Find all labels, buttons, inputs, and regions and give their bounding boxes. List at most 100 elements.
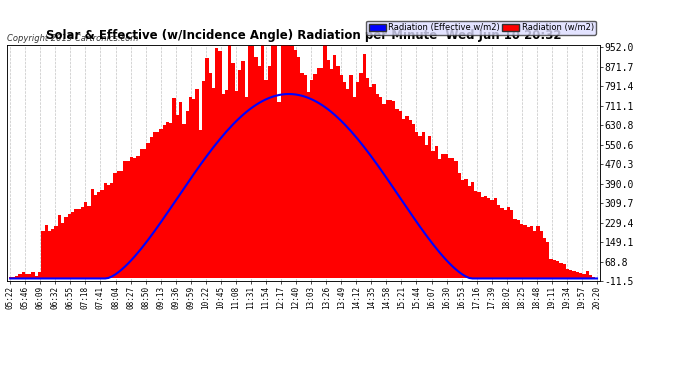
Bar <box>146 142 150 279</box>
Bar <box>137 156 139 279</box>
Bar <box>405 116 408 279</box>
Bar <box>212 88 215 279</box>
Bar <box>15 276 19 279</box>
Bar <box>84 202 87 279</box>
Bar <box>110 183 113 279</box>
Bar <box>130 158 133 279</box>
Bar <box>494 198 497 279</box>
Bar <box>575 272 579 279</box>
Bar <box>55 225 58 279</box>
Bar <box>408 120 412 279</box>
Bar <box>182 124 186 279</box>
Bar <box>238 70 242 279</box>
Bar <box>176 115 179 279</box>
Bar <box>8 277 12 279</box>
Bar <box>143 149 146 279</box>
Bar <box>205 58 208 279</box>
Bar <box>402 118 405 279</box>
Bar <box>150 136 152 279</box>
Bar <box>586 271 589 279</box>
Bar <box>553 260 556 279</box>
Bar <box>422 132 425 279</box>
Bar <box>333 55 337 279</box>
Bar <box>353 97 356 279</box>
Bar <box>81 207 84 279</box>
Bar <box>431 151 435 279</box>
Bar <box>523 225 526 279</box>
Bar <box>513 219 517 279</box>
Bar <box>284 41 287 279</box>
Bar <box>179 102 182 279</box>
Bar <box>244 97 248 279</box>
Bar <box>277 102 281 279</box>
Bar <box>504 210 507 279</box>
Bar <box>189 97 192 279</box>
Bar <box>320 68 324 279</box>
Bar <box>444 154 448 279</box>
Bar <box>71 212 74 279</box>
Bar <box>543 238 546 279</box>
Bar <box>186 111 189 279</box>
Bar <box>592 277 595 279</box>
Bar <box>517 220 520 279</box>
Bar <box>346 89 350 279</box>
Bar <box>120 171 124 279</box>
Bar <box>287 39 290 279</box>
Bar <box>304 75 307 279</box>
Bar <box>582 274 586 279</box>
Bar <box>363 54 366 279</box>
Bar <box>124 161 126 279</box>
Bar <box>595 278 599 279</box>
Bar <box>415 132 418 279</box>
Bar <box>51 229 55 279</box>
Bar <box>382 104 386 279</box>
Bar <box>34 276 38 279</box>
Bar <box>442 154 444 279</box>
Bar <box>104 183 107 279</box>
Bar <box>373 84 376 279</box>
Bar <box>379 97 382 279</box>
Bar <box>560 262 562 279</box>
Bar <box>228 38 231 279</box>
Bar <box>376 94 379 279</box>
Bar <box>530 226 533 279</box>
Bar <box>90 189 94 279</box>
Bar <box>94 195 97 279</box>
Bar <box>166 122 169 279</box>
Bar <box>45 225 48 279</box>
Bar <box>97 192 100 279</box>
Bar <box>48 231 51 279</box>
Bar <box>471 182 474 279</box>
Bar <box>32 272 34 279</box>
Bar <box>359 73 363 279</box>
Bar <box>526 227 530 279</box>
Bar <box>324 36 326 279</box>
Bar <box>487 198 491 279</box>
Bar <box>310 80 313 279</box>
Bar <box>218 51 221 279</box>
Bar <box>241 61 244 279</box>
Bar <box>235 91 238 279</box>
Bar <box>221 94 225 279</box>
Bar <box>510 210 513 279</box>
Bar <box>448 158 451 279</box>
Bar <box>500 208 504 279</box>
Bar <box>317 68 320 279</box>
Bar <box>126 161 130 279</box>
Bar <box>68 214 71 279</box>
Bar <box>208 73 212 279</box>
Bar <box>455 161 457 279</box>
Bar <box>192 99 195 279</box>
Bar <box>507 207 510 279</box>
Bar <box>294 50 297 279</box>
Bar <box>113 173 117 279</box>
Bar <box>74 209 77 279</box>
Bar <box>549 259 553 279</box>
Bar <box>261 43 264 279</box>
Bar <box>25 274 28 279</box>
Bar <box>117 171 120 279</box>
Bar <box>281 42 284 279</box>
Bar <box>199 130 202 279</box>
Bar <box>87 206 90 279</box>
Bar <box>468 186 471 279</box>
